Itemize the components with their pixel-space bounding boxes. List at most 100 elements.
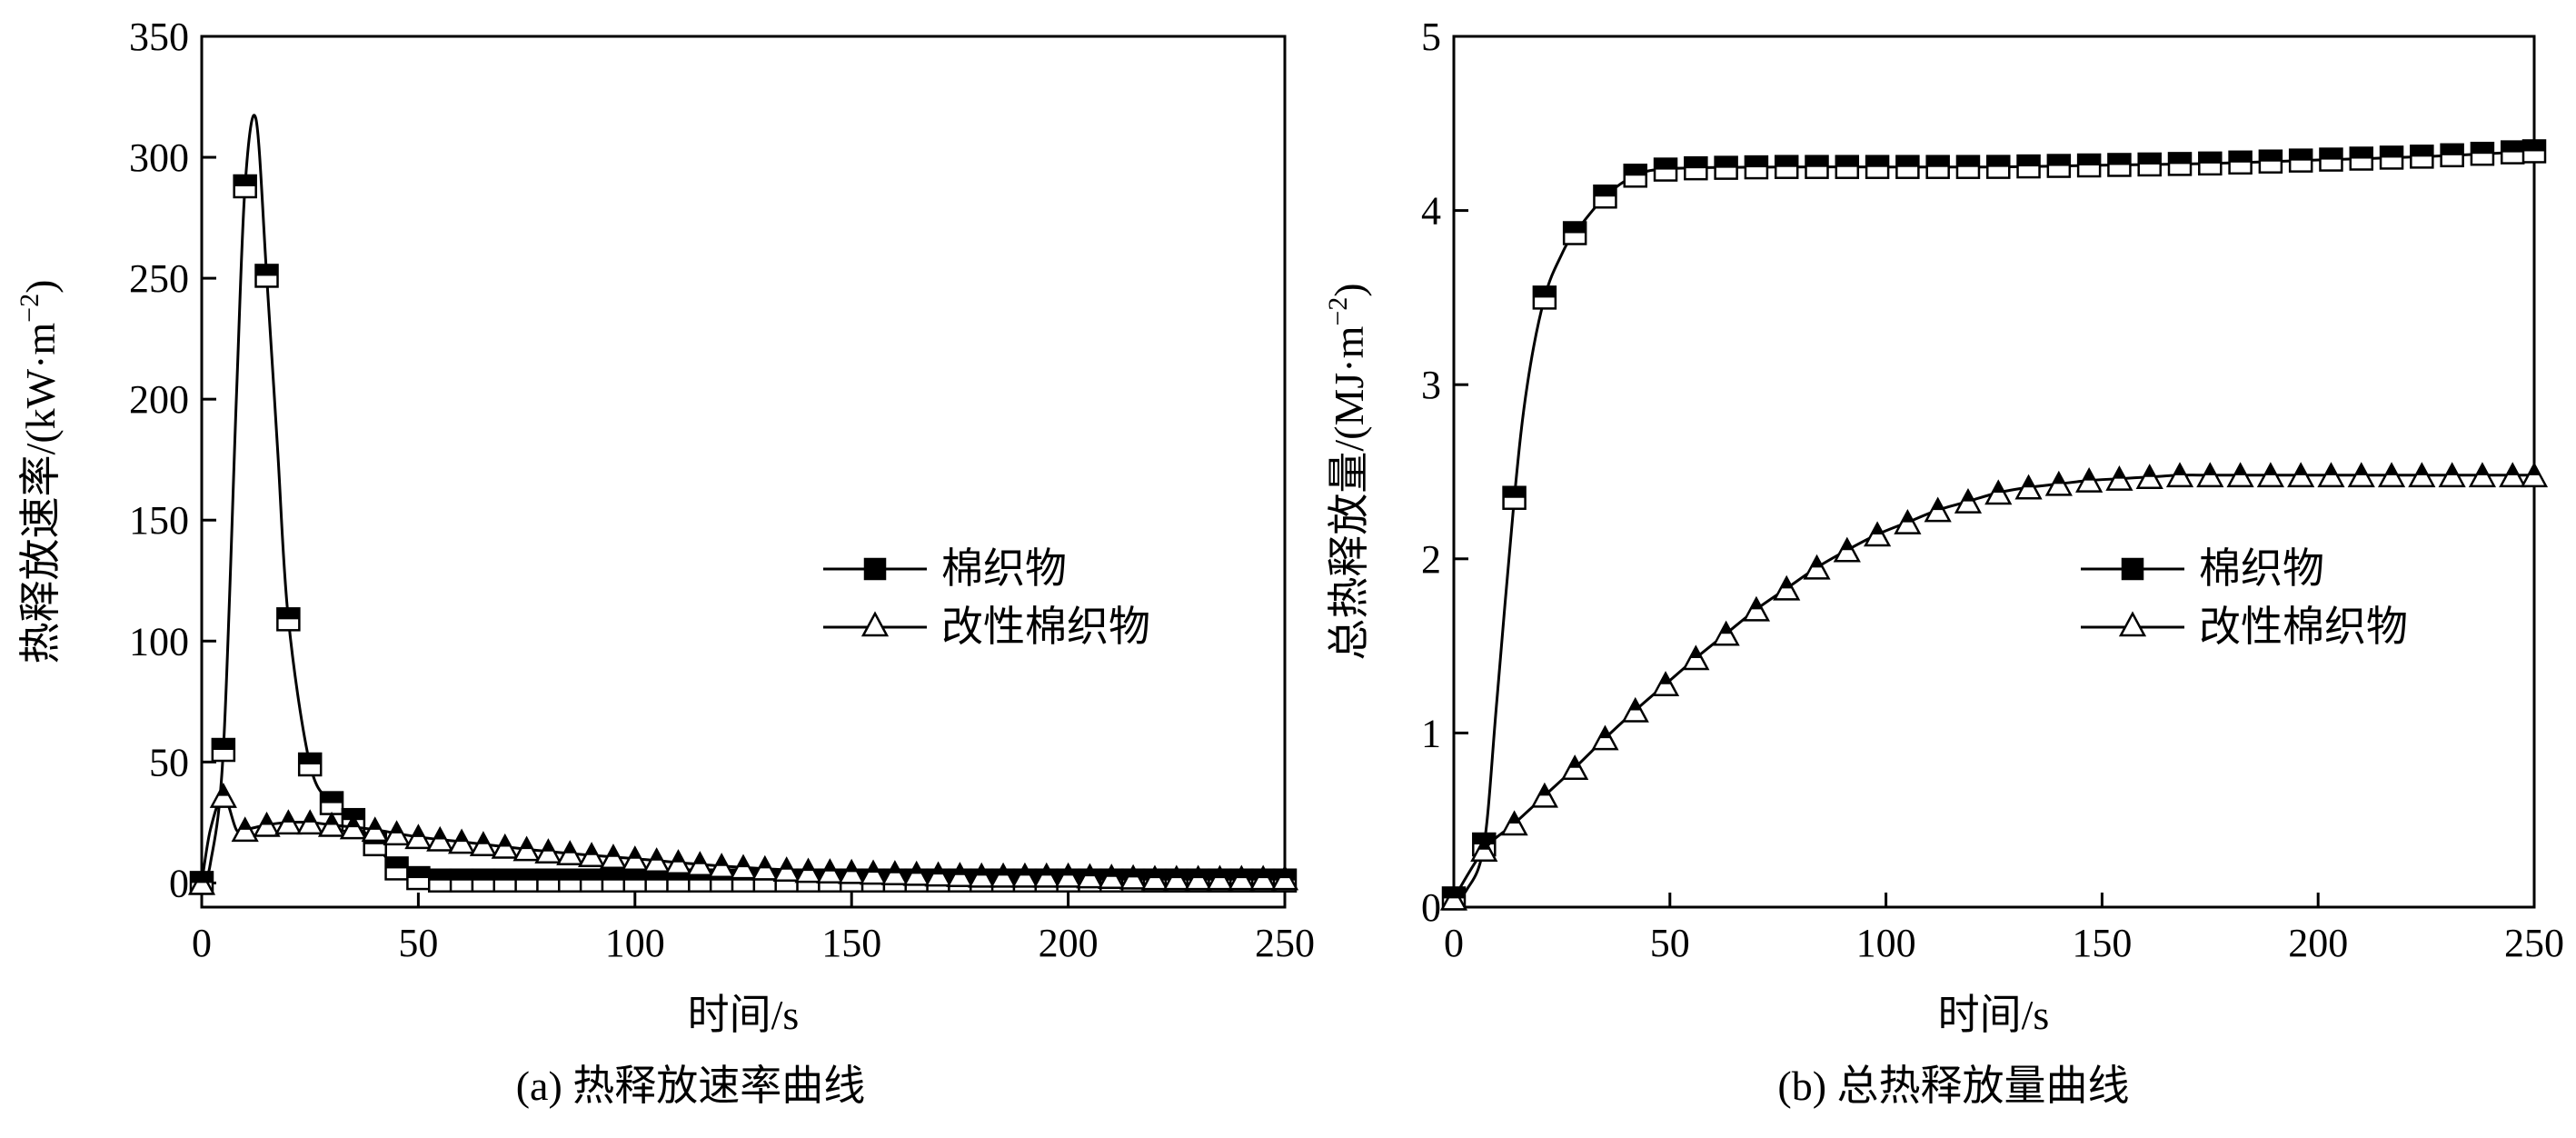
panel-a-series-1-point-37-fill bbox=[997, 864, 1010, 876]
panel-b-y-axis-label-text: 总热释放量/(MJ·m bbox=[1326, 325, 1372, 660]
panel-b-series-0-point-21-fill bbox=[2078, 155, 2101, 166]
panel-b-series-0-point-8-fill bbox=[1685, 157, 1707, 169]
panel-b-series bbox=[1439, 139, 2549, 911]
panel-b-series-0-point-14-fill bbox=[1866, 155, 1889, 167]
panel-b-series-1-point-33-fill bbox=[2446, 464, 2459, 475]
panel-b-y-tick-label-3: 3 bbox=[1421, 363, 1441, 407]
panel-b-series-0-point-22-fill bbox=[2108, 154, 2131, 165]
panel-a-y-tick-label-5: 250 bbox=[129, 256, 189, 301]
panel-a-series-1-point-44-fill bbox=[1149, 867, 1161, 879]
panel-a-legend-marker-2 bbox=[860, 611, 890, 637]
panel-b-series-1-point-31-fill bbox=[2385, 464, 2398, 475]
panel-a-series-0-point-20-fill bbox=[623, 869, 646, 881]
panel-b-series-1-point-12-fill bbox=[1811, 556, 1824, 568]
panel-a-series-1-point-1-fill bbox=[217, 784, 230, 796]
panel-b-series-0-point-28-fill bbox=[2290, 149, 2312, 161]
panel-b-series-1-point-25-fill bbox=[2203, 464, 2216, 475]
panel-a-series-1-point-39-fill bbox=[1040, 864, 1053, 876]
panel-a-series-1-point-22-fill bbox=[671, 851, 684, 863]
panel-a-series-1-point-14-fill bbox=[499, 835, 512, 847]
panel-a-series-0-point-13-fill bbox=[472, 869, 494, 881]
panel-a-x-tick-label-0: 0 bbox=[192, 921, 212, 965]
panel-a-series-1-point-17-fill bbox=[563, 842, 576, 854]
panel-b-series-1-point-6-fill bbox=[1629, 699, 1642, 711]
panel-a-series-0-point-2-fill bbox=[234, 175, 256, 186]
panel-b-series-1-point-23-fill bbox=[2143, 465, 2156, 477]
panel-a-legend-marker-1 bbox=[863, 557, 887, 581]
panel-a-series-1-point-2-fill bbox=[239, 818, 252, 830]
panel-b-series-0-point-9-fill bbox=[1715, 156, 1737, 168]
panel-a-series-1-point-5-fill bbox=[303, 811, 316, 823]
panel-a-series-1-point-45-fill bbox=[1170, 867, 1183, 879]
panel-b-legend: 棉织物 改性棉织物 bbox=[2081, 545, 2408, 650]
panel-b-series-1-point-3-fill bbox=[1538, 784, 1551, 796]
panel-b-series-1-point-34-fill bbox=[2476, 464, 2489, 475]
panel-b-series-1-point-20-fill bbox=[2053, 473, 2065, 484]
panel-b-x-tick-label-0: 0 bbox=[1444, 921, 1464, 965]
panel-a-series-1-point-11-fill bbox=[433, 828, 446, 840]
panel-b-series-1-point-18-fill bbox=[1992, 481, 2004, 493]
panel-b-y-tick-label-1: 1 bbox=[1421, 711, 1441, 755]
panel-a-y-axis-label-sup: −2 bbox=[15, 294, 45, 323]
panel-a-series-0-line bbox=[200, 114, 1285, 884]
panel-b-series-1-point-1-fill bbox=[1477, 838, 1490, 850]
panel-b-series-1-point-4-fill bbox=[1568, 756, 1581, 768]
panel-a-series-1-point-21-fill bbox=[651, 849, 663, 861]
panel-b-series-0-point-7-fill bbox=[1655, 158, 1677, 170]
panel-a: 0 50 100 150 200 250 300 350 0 50 100 150 200 250 热释… bbox=[15, 15, 1315, 1109]
panel-b-series-0-point-26-fill bbox=[2229, 151, 2252, 163]
panel-b-series-1-line bbox=[1452, 474, 2534, 900]
panel-b-series-0-point-16-fill bbox=[1926, 155, 1949, 167]
panel-a-series-0-point-14-fill bbox=[493, 869, 516, 881]
panel-a-legend: 棉织物 改性棉织物 bbox=[823, 545, 1150, 650]
panel-a-series-1-point-4-fill bbox=[282, 811, 294, 823]
panel-a-series-0-point-6-fill bbox=[321, 792, 343, 804]
panel-a-series-1-point-41-fill bbox=[1083, 865, 1096, 877]
panel-a-series-1-point-12-fill bbox=[455, 831, 468, 843]
panel-a-series-1-point-43-fill bbox=[1127, 866, 1139, 878]
panel-b-series-0-point-13-fill bbox=[1835, 155, 1858, 167]
panel-a-series-1-point-26-fill bbox=[759, 857, 771, 869]
panel-a-series-1-point-0-fill bbox=[195, 872, 208, 883]
panel-a-series-1-point-15-fill bbox=[521, 838, 533, 850]
panel-a-series-1-point-36-fill bbox=[975, 864, 988, 876]
panel-a-series-1-point-48-fill bbox=[1235, 867, 1248, 879]
panel-b-series-1-point-36-fill bbox=[2528, 464, 2541, 475]
panel-a-series-1-point-46-fill bbox=[1192, 867, 1205, 879]
panel-a-series-1-point-16-fill bbox=[542, 840, 554, 852]
panel-a-y-axis-label-close: ) bbox=[17, 280, 64, 294]
panel-b-series-1-point-26-fill bbox=[2234, 464, 2247, 475]
panel-b-x-tick-label-5: 250 bbox=[2504, 921, 2564, 965]
panel-a-series-1-point-13-fill bbox=[477, 833, 490, 844]
panel-a-y-axis-label-text: 热释放速率/(kW·m bbox=[17, 323, 64, 664]
panel-a-series bbox=[187, 114, 1299, 895]
panel-a-x-tick-label-1: 50 bbox=[398, 921, 438, 965]
panel-a-x-tick-label-4: 200 bbox=[1039, 921, 1099, 965]
panel-a-y-tick-label-2: 100 bbox=[129, 619, 189, 664]
panel-b-series-0-point-29-fill bbox=[2320, 148, 2342, 160]
panel-a-series-0-point-5-fill bbox=[299, 753, 322, 764]
panel-a-series-1-point-34-fill bbox=[932, 863, 945, 875]
panel-a-series-1-point-9-fill bbox=[391, 822, 403, 834]
panel-a-series-1-point-8-fill bbox=[369, 818, 382, 830]
panel-b-series-1-point-7-fill bbox=[1659, 673, 1672, 684]
panel-b-legend-label-2: 改性棉织物 bbox=[2199, 604, 2408, 650]
panel-b-series-1-point-0-fill bbox=[1447, 887, 1460, 899]
panel-b-series-0-point-34-fill bbox=[2471, 143, 2493, 155]
panel-b: 0 1 2 3 4 5 0 50 100 150 200 250 总热释放量/(MJ·m−2) 时间… bbox=[1323, 15, 2564, 1109]
panel-a-series-1-point-24-fill bbox=[715, 854, 728, 866]
panel-b-series-0-point-20-fill bbox=[2047, 155, 2070, 166]
panel-b-series-1-point-32-fill bbox=[2415, 464, 2428, 475]
panel-a-caption: (a) 热释放速率曲线 bbox=[516, 1063, 866, 1109]
panel-b-series-0-point-6-fill bbox=[1624, 165, 1646, 176]
panel-a-series-0-point-16-fill bbox=[537, 869, 560, 881]
panel-a-y-tick-label-0: 0 bbox=[169, 861, 189, 905]
panel-b-series-1-point-15-fill bbox=[1901, 511, 1914, 523]
panel-b-series-1-point-22-fill bbox=[2113, 467, 2125, 479]
panel-b-series-1-point-14-fill bbox=[1871, 523, 1884, 534]
panel-b-x-axis-label: 时间/s bbox=[1938, 992, 2050, 1038]
panel-b-series-0-point-19-fill bbox=[2017, 155, 2040, 167]
panel-b-series-1-point-19-fill bbox=[2023, 476, 2035, 488]
panel-a-series-1-point-50-fill bbox=[1278, 867, 1291, 879]
panel-a-series-1-point-35-fill bbox=[953, 863, 966, 875]
